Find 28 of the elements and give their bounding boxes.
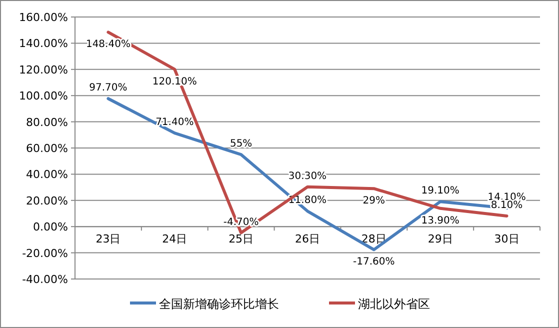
y-tick-label: 20.00%: [26, 194, 68, 208]
x-tick-label: 23日: [96, 232, 121, 246]
data-label: 29%: [362, 196, 386, 207]
x-tick-label: 29日: [428, 232, 453, 246]
y-tick-label: 160.00%: [19, 11, 68, 24]
data-label: 148.40%: [86, 39, 130, 50]
y-tick-label: 120.00%: [19, 63, 68, 76]
x-tick-label: 30日: [494, 232, 520, 246]
y-tick-label: -40.00%: [22, 273, 68, 286]
x-tick-label: 26日: [295, 232, 320, 246]
x-tick-label: 24日: [162, 232, 188, 246]
y-tick-label: 60.00%: [26, 142, 68, 155]
data-label: 71.40%: [156, 117, 194, 128]
y-tick-label: 140.00%: [19, 37, 68, 50]
y-tick-label: -20.00%: [22, 246, 68, 260]
data-label: 55%: [230, 138, 252, 150]
data-label: 13.90%: [421, 215, 460, 226]
data-label: 97.70%: [89, 82, 128, 94]
y-tick-label: 100.00%: [19, 90, 68, 103]
legend-label: 湖北以外省区: [358, 297, 430, 311]
data-label: 30.30%: [288, 170, 327, 182]
x-tick-label: 25日: [228, 232, 254, 246]
legend-label: 全国新增确诊环比增长: [159, 297, 279, 311]
y-tick-label: 0.00%: [33, 220, 68, 234]
data-label: 19.10%: [421, 186, 460, 197]
y-tick-label: 40.00%: [26, 168, 68, 182]
y-tick-label: 80.00%: [26, 116, 68, 129]
data-label: -17.60%: [353, 256, 395, 268]
